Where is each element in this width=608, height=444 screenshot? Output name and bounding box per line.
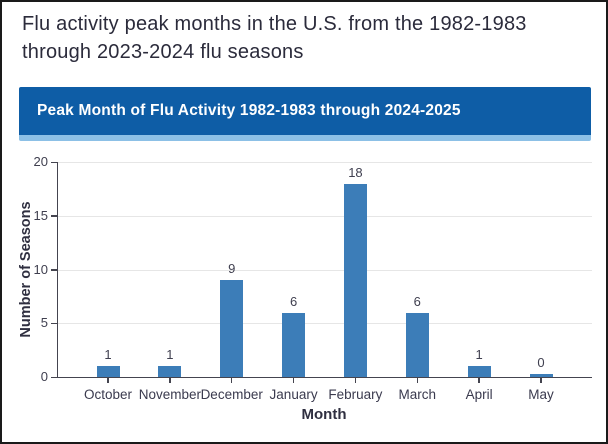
x-axis-tick (169, 378, 171, 383)
y-axis-tick-15 (51, 215, 57, 217)
x-axis-category-label: October (83, 387, 133, 402)
x-axis-category-label: December (200, 387, 263, 402)
bar-november (158, 366, 182, 377)
x-axis-label: Month (301, 406, 347, 423)
page-title: Flu activity peak months in the U.S. fro… (22, 10, 597, 66)
bar-value-label: 6 (413, 293, 421, 309)
y-axis-tick-label: 5 (40, 315, 48, 331)
bar-value-label: 1 (475, 347, 483, 363)
bar-value-label: 18 (348, 164, 363, 180)
bar-may (529, 374, 553, 377)
x-axis-category-label: February (328, 387, 383, 402)
y-axis-tick-5 (51, 322, 57, 325)
gridline-5 (58, 323, 592, 325)
x-axis-tick (230, 378, 233, 383)
bar-value-label: 9 (228, 261, 236, 277)
x-axis-tick (354, 378, 357, 383)
x-axis-tick (478, 378, 480, 383)
bar-april (467, 366, 491, 377)
bar-october (96, 366, 120, 377)
x-axis-tick (292, 378, 295, 383)
bar-january (282, 312, 306, 377)
plot-area: 0 5 10 15 20 1 October 1 November 9 December 6 Janua… (34, 154, 592, 402)
x-axis-category-label: April (465, 387, 493, 402)
y-axis-tick-10 (51, 269, 57, 271)
gridline-15 (58, 215, 592, 217)
y-axis-tick-label: 10 (33, 261, 48, 277)
gridline-20 (58, 162, 592, 163)
y-axis-tick-label: 20 (33, 154, 48, 169)
y-axis-tick-label: 0 (40, 369, 48, 384)
x-axis-tick (416, 378, 419, 383)
page-title-line2: through 2023-2024 flu seasons (22, 41, 304, 63)
page-title-line1: Flu activity peak months in the U.S. fro… (22, 13, 527, 35)
y-axis-tick-20 (51, 161, 57, 163)
bar-december (220, 280, 244, 377)
y-axis-tick-label: 15 (33, 207, 48, 223)
y-axis-tick-0 (51, 376, 57, 378)
x-axis-category-label: March (398, 387, 437, 402)
chart-banner-accent-strip (19, 135, 591, 141)
x-axis-category-label: November (138, 387, 201, 402)
x-axis-tick (540, 378, 542, 383)
bar-february (343, 183, 367, 377)
chart-banner: Peak Month of Flu Activity 1982-1983 thr… (19, 87, 591, 135)
bar-value-label: 6 (289, 293, 298, 309)
x-axis-category-label: May (528, 387, 554, 402)
bar-value-label: 0 (537, 355, 545, 370)
x-axis-category-label: January (269, 387, 318, 402)
x-axis-tick (107, 378, 109, 383)
chart-banner-title: Peak Month of Flu Activity 1982-1983 thr… (37, 102, 461, 119)
bar-value-label: 1 (166, 347, 174, 363)
bar-march (405, 312, 429, 377)
bar-value-label: 1 (104, 347, 112, 363)
gridline-10 (58, 269, 592, 271)
